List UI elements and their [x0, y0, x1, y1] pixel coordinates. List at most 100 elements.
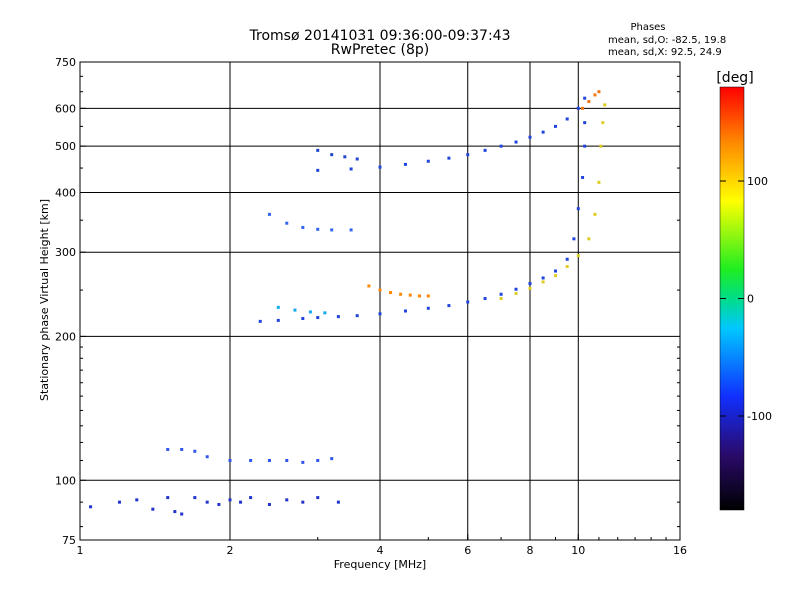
y-tick-label: 600 [55, 102, 76, 115]
data-point [330, 153, 334, 157]
data-point [258, 319, 262, 323]
y-tick-label: 750 [55, 56, 76, 69]
data-point [330, 228, 334, 232]
chart-subtitle: RwPretec (8p) [331, 42, 429, 58]
data-point [553, 274, 557, 278]
data-point [249, 496, 253, 500]
data-point [553, 124, 557, 128]
data-point [336, 500, 340, 504]
y-axis-ticks: 75 100 200 300 400 500 600 750 [55, 56, 680, 547]
grid-lines [80, 62, 680, 540]
data-point [499, 297, 503, 301]
data-point [349, 167, 353, 171]
data-point [399, 292, 403, 296]
colorbar-ticks: 100 0 -100 [720, 175, 772, 423]
data-point [267, 502, 271, 506]
x-tick-label: 1 [77, 544, 84, 557]
x-tick-label: 2 [227, 544, 234, 557]
data-point [330, 457, 334, 461]
data-point [180, 512, 184, 516]
colorbar-tick-label: 0 [747, 293, 754, 306]
data-point [267, 212, 271, 216]
data-point [276, 318, 280, 322]
data-point [276, 305, 280, 309]
data-point [514, 140, 518, 144]
data-point [541, 280, 545, 284]
y-tick-label: 100 [55, 474, 76, 487]
data-point [193, 496, 197, 500]
data-point [166, 447, 170, 451]
data-point [466, 153, 470, 157]
data-point [599, 144, 603, 148]
data-point [205, 455, 209, 459]
data-point [301, 225, 305, 229]
chart-title: Tromsø 20141031 09:36:00-09:37:43 [249, 28, 511, 44]
data-point [343, 155, 347, 159]
data-point [541, 276, 545, 280]
legend-title: Phases [630, 22, 665, 33]
data-point [293, 308, 297, 312]
data-point [301, 316, 305, 320]
data-point [367, 284, 371, 288]
data-point [349, 228, 353, 232]
data-point [180, 447, 184, 451]
data-point [565, 257, 569, 261]
colorbar-tick-label: -100 [747, 410, 772, 423]
y-tick-label: 300 [55, 246, 76, 259]
data-point [378, 288, 382, 292]
data-point [285, 458, 289, 462]
data-point [205, 500, 209, 504]
data-point [483, 148, 487, 152]
data-point [601, 121, 605, 125]
data-point [267, 458, 271, 462]
data-point [285, 221, 289, 225]
data-point [587, 237, 591, 241]
data-point [514, 287, 518, 291]
data-point [355, 314, 359, 318]
data-point [483, 297, 487, 301]
data-point [316, 496, 320, 500]
data-point [228, 498, 232, 502]
data-point [308, 310, 312, 314]
data-point [583, 96, 587, 100]
x-axis-ticks: 1 2 4 6 8 10 16 [77, 534, 687, 557]
data-point [301, 500, 305, 504]
data-point [576, 106, 580, 110]
data-point [417, 294, 421, 298]
data-point [447, 156, 451, 160]
data-point [581, 175, 585, 179]
data-point [173, 510, 177, 514]
data-point [323, 311, 327, 315]
data-point [117, 500, 121, 504]
data-point [565, 265, 569, 269]
y-tick-label: 75 [62, 534, 76, 547]
data-point [316, 168, 320, 172]
colorbar-tick-label: 100 [747, 175, 768, 188]
y-axis-label: Stationary phase Virtual Height [km] [38, 199, 51, 401]
data-point [514, 291, 518, 295]
data-point [447, 304, 451, 308]
data-point [572, 237, 576, 241]
data-point [581, 106, 585, 110]
data-point [499, 292, 503, 296]
data-point [499, 144, 503, 148]
data-point [316, 316, 320, 320]
data-point [426, 159, 430, 163]
data-point [403, 162, 407, 166]
data-point [166, 496, 170, 500]
data-point [426, 306, 430, 310]
data-point [228, 458, 232, 462]
data-point [603, 103, 607, 107]
data-point [316, 227, 320, 231]
data-point [355, 157, 359, 161]
data-point [89, 505, 93, 509]
data-point [408, 293, 412, 297]
y-tick-label: 200 [55, 330, 76, 343]
data-point [541, 130, 545, 134]
data-point [301, 460, 305, 464]
data-point [583, 144, 587, 148]
y-tick-label: 400 [55, 186, 76, 199]
data-point [576, 254, 580, 258]
data-point [217, 502, 221, 506]
data-point [597, 90, 601, 94]
